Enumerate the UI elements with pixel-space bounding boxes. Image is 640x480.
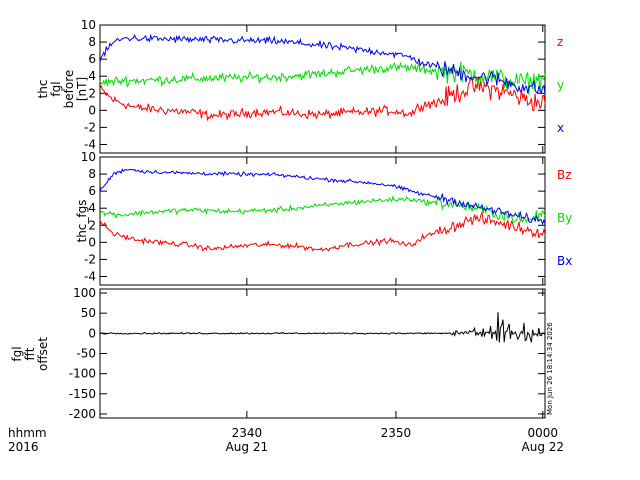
series-line-offset: [99, 312, 546, 343]
y-tick-label: 10: [81, 150, 96, 164]
y-tick-label: 8: [88, 35, 96, 49]
ylabel-line-1: thc_fgs: [75, 199, 89, 242]
y-tick-label: 0: [88, 235, 96, 249]
legend-z: z: [557, 35, 563, 49]
y-tick-label: 8: [88, 167, 96, 181]
x-ticks: [246, 289, 544, 418]
ylabel-line-4: [nT]: [75, 77, 89, 101]
x-tick-label-time: 0000: [528, 426, 559, 440]
x-tick-label-time: 2350: [381, 426, 412, 440]
series-line-by: [99, 195, 546, 224]
panel-frame: [99, 24, 546, 154]
y-tick-label: 6: [88, 184, 96, 198]
x-tick-label-date: Aug 22: [522, 440, 565, 454]
y-ticks: -4 -2 0 2 4 6 8 10: [81, 18, 545, 151]
y-tick-label: -4: [84, 137, 96, 151]
panel-fgs: -4 -2 0 2 4 6 8 10 thc_fgs Bz By Bx: [75, 150, 572, 286]
y-tick-label: 100: [73, 286, 96, 300]
series-line-x: [99, 33, 546, 95]
panel-fgl-before: -4 -2 0 2 4 6 8 10 thc fgl before [nT] z y x: [36, 18, 564, 154]
y-ticks: -200 -150 -100 -50 0 50 100: [69, 286, 545, 421]
y-tick-label: 4: [88, 201, 96, 215]
x-ticks: [246, 25, 544, 153]
y-tick-label: -200: [69, 407, 96, 421]
y-tick-label: 0: [88, 326, 96, 340]
series-line-y: [99, 61, 546, 95]
series-group: [99, 312, 546, 343]
x-tick-label-date: Aug 21: [226, 440, 269, 454]
y-tick-label: 50: [81, 306, 96, 320]
ylabel-line-1: fgl: [10, 346, 24, 361]
x-axis-hhmm-label: hhmm: [8, 426, 47, 440]
legend-x: x: [557, 121, 564, 135]
legend-bz: Bz: [557, 168, 572, 182]
timestamp-stamp: Mon Jun 26 18:14:34 2026: [546, 322, 554, 415]
y-tick-label: 10: [81, 18, 96, 32]
ylabel-line-2: fgl: [49, 81, 63, 96]
ylabel-line-1: thc: [36, 80, 50, 99]
y-tick-label: -2: [84, 120, 96, 134]
y-ticks: -4 -2 0 2 4 6 8 10: [81, 150, 545, 283]
ylabel-line-3: before: [62, 70, 76, 109]
y-tick-label: -4: [84, 269, 96, 283]
y-tick-label: 2: [88, 86, 96, 100]
series-line-bx: [99, 168, 546, 226]
y-tick-label: 0: [88, 103, 96, 117]
ylabel-line-3: offset: [36, 337, 50, 371]
y-tick-label: 4: [88, 69, 96, 83]
y-tick-label: -50: [76, 347, 96, 361]
x-tick-label-time: 2340: [232, 426, 263, 440]
legend-bx: Bx: [557, 254, 572, 268]
panel-fft-offset: -200 -150 -100 -50 0 50 100 fgl fft offset: [10, 286, 546, 421]
series-group: [99, 33, 546, 122]
ylabel-line-2: fft: [23, 347, 37, 360]
y-tick-label: -100: [69, 367, 96, 381]
x-ticks: [246, 157, 544, 285]
y-tick-label: -2: [84, 252, 96, 266]
series-line-bz: [99, 210, 546, 252]
y-tick-label: -150: [69, 387, 96, 401]
y-tick-label: 6: [88, 52, 96, 66]
legend-by: By: [557, 211, 572, 225]
legend-y: y: [557, 78, 564, 92]
series-group: [99, 168, 546, 252]
y-tick-label: 2: [88, 218, 96, 232]
x-axis-year-label: 2016: [8, 440, 39, 454]
